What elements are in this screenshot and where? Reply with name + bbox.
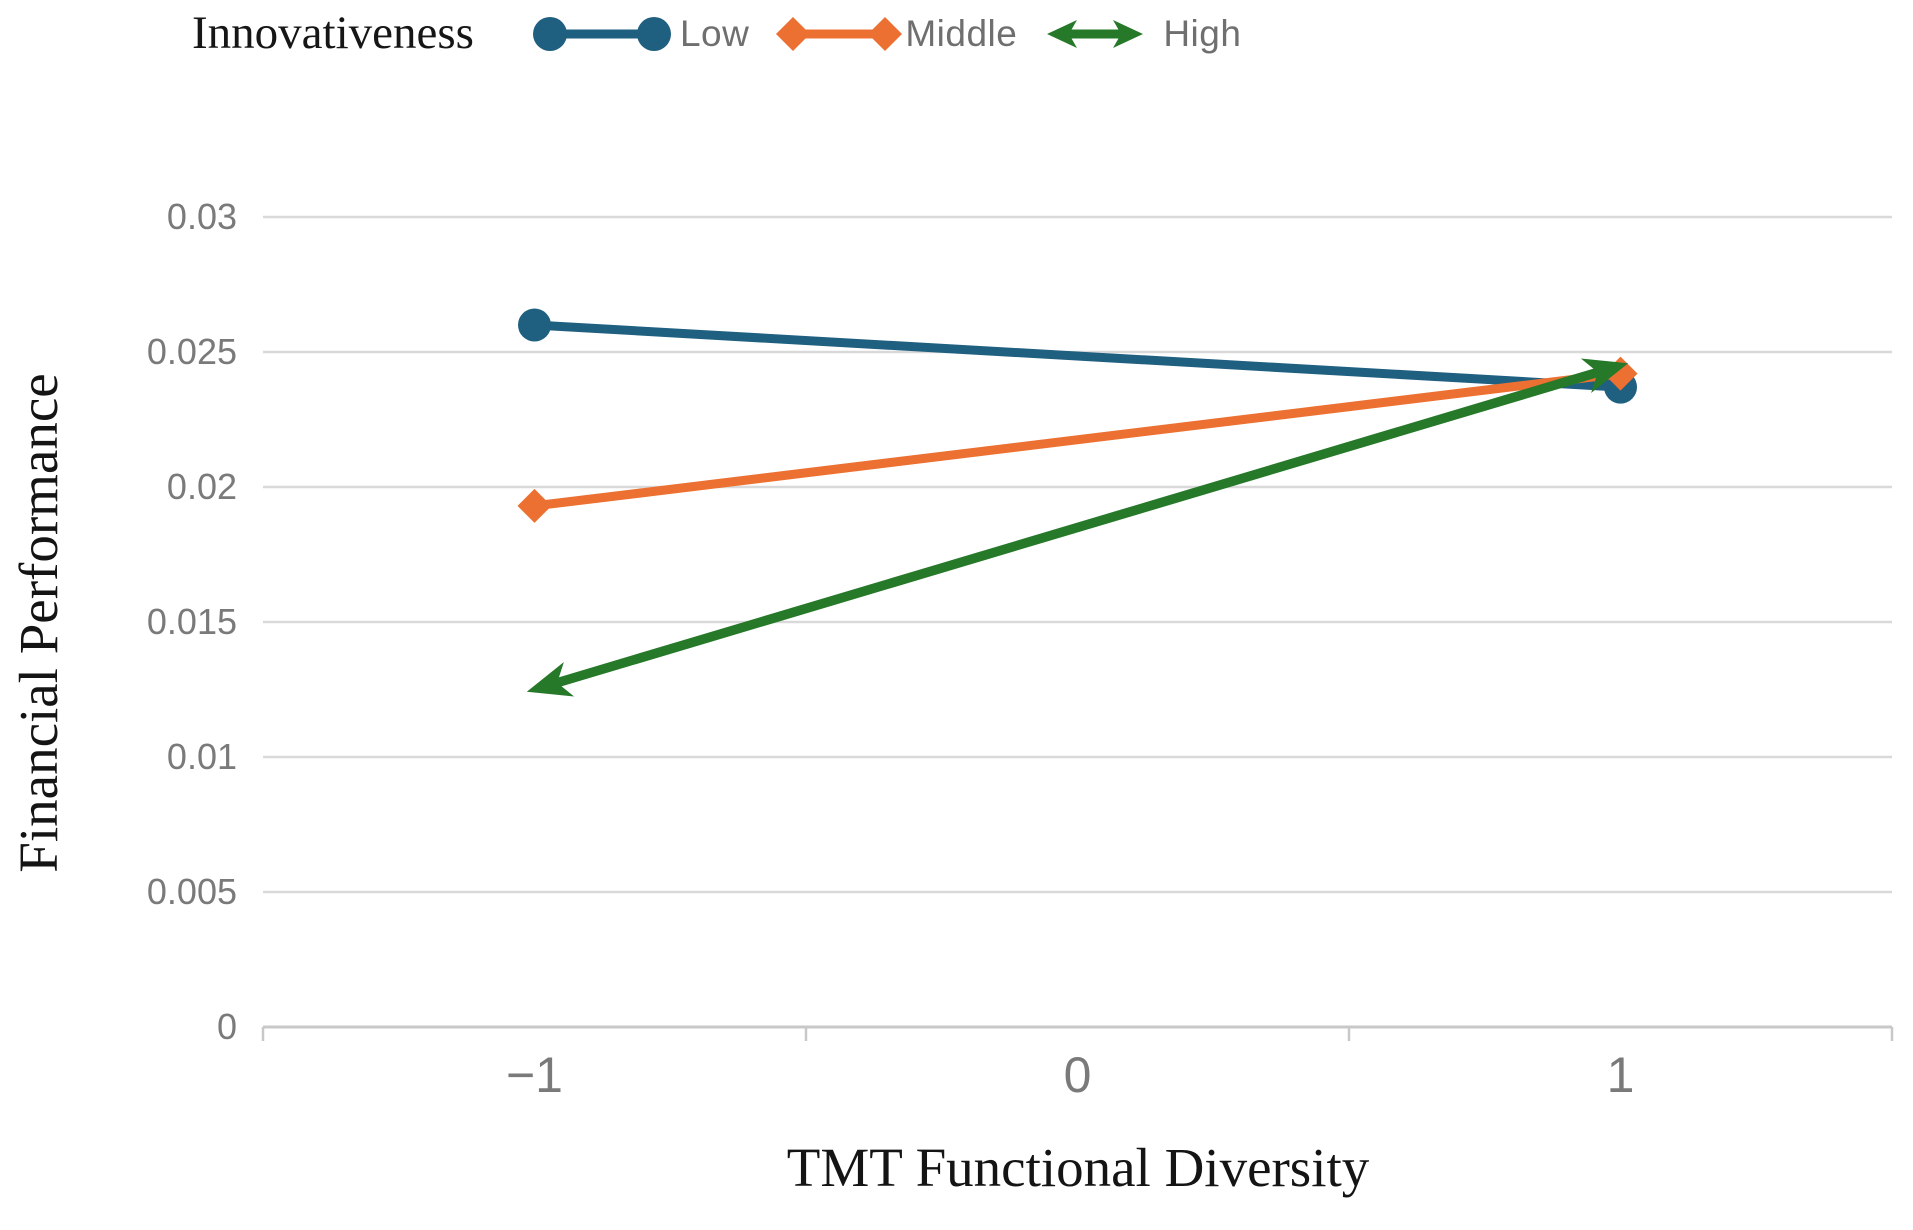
circle-line-swatch-icon	[532, 16, 671, 51]
legend-item-low: Low	[526, 10, 749, 58]
y-tick-label: 0.005	[147, 871, 237, 912]
series-arrowhead-high	[1580, 358, 1629, 393]
legend-item-middle: Middle	[775, 10, 1017, 58]
x-tick-label: 0	[1064, 1047, 1092, 1103]
series-line-high	[550, 366, 1605, 689]
legend-title: Innovativeness	[192, 7, 474, 59]
y-tick-label: 0.02	[167, 466, 237, 507]
series-line-middle	[533, 369, 1622, 511]
y-tick-label: 0.03	[167, 196, 237, 237]
legend-label-middle: Middle	[905, 12, 1018, 54]
y-tick-label: 0	[217, 1006, 237, 1047]
legend-label-low: Low	[679, 12, 750, 54]
series-arrowhead-high	[526, 662, 575, 697]
legend-label-high: High	[1163, 12, 1242, 54]
x-tick-label: 1	[1607, 1047, 1635, 1103]
series-marker-middle	[517, 488, 552, 523]
diamond-line-swatch-icon	[776, 16, 903, 51]
series-marker-low	[518, 308, 551, 342]
chart-legend: Innovativeness Low Middle High	[192, 7, 1267, 60]
legend-item-high: High	[1043, 10, 1241, 58]
y-tick-label: 0.015	[147, 601, 237, 642]
double-arrow-swatch-icon	[1047, 19, 1144, 48]
x-axis-title: TMT Functional Diversity	[786, 1137, 1370, 1198]
series-line-low	[534, 320, 1621, 392]
x-tick-label: −1	[506, 1047, 563, 1103]
y-tick-label: 0.025	[147, 331, 237, 372]
y-tick-label: 0.01	[167, 736, 237, 777]
